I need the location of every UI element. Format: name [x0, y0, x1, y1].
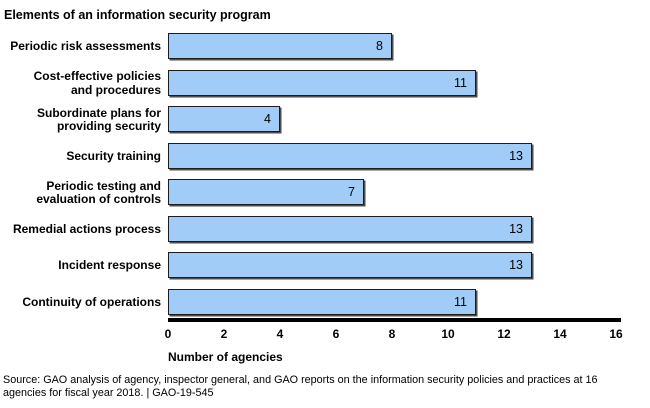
bar: 11	[168, 69, 476, 96]
chart-row: Periodic risk assessments 8	[0, 33, 650, 61]
chart-row: Continuity of operations 11	[0, 288, 650, 317]
chart-row: Security training 13	[0, 142, 650, 171]
x-tick-label: 10	[441, 327, 455, 341]
bar: 8	[168, 33, 392, 59]
chart-row: Cost-effective policies and procedures 1…	[0, 69, 650, 98]
category-label: Subordinate plans for providing security	[36, 105, 161, 133]
x-axis-title: Number of agencies	[168, 350, 283, 364]
category-label: Cost-effective policies and procedures	[33, 69, 161, 97]
chart-row: Periodic testing and evaluation of contr…	[0, 179, 650, 207]
source-note: Source: GAO analysis of agency, inspecto…	[3, 374, 598, 399]
bar-value-label: 13	[509, 221, 523, 236]
x-tick-label: 8	[388, 327, 396, 341]
x-axis-line	[168, 318, 621, 322]
x-tick-label: 14	[553, 327, 567, 341]
category-label: Continuity of operations	[22, 294, 161, 309]
x-tick-label: 6	[332, 327, 340, 341]
x-tick-label: 2	[220, 327, 228, 341]
bar-value-label: 13	[509, 258, 523, 272]
bar-value-label: 7	[348, 185, 355, 199]
chart-row: Subordinate plans for providing security…	[0, 106, 650, 134]
chart-title: Elements of an information security prog…	[4, 8, 271, 22]
x-tick-label: 0	[164, 327, 172, 341]
chart-row: Remedial actions process 13	[0, 215, 650, 244]
chart-row: Incident response 13	[0, 252, 650, 280]
bar-value-label: 11	[454, 294, 467, 309]
x-tick-label: 16	[609, 327, 623, 341]
bar: 13	[168, 142, 532, 169]
category-label: Periodic testing and evaluation of contr…	[36, 178, 161, 206]
bar: 13	[168, 252, 532, 278]
bar: 13	[168, 215, 532, 242]
bar: 4	[168, 106, 280, 132]
bar-value-label: 8	[376, 39, 383, 53]
category-label: Periodic risk assessments	[10, 39, 161, 54]
bar: 11	[168, 288, 476, 315]
bar-value-label: 11	[454, 75, 467, 90]
category-label: Security training	[66, 148, 161, 163]
bar: 7	[168, 179, 364, 205]
category-label: Incident response	[58, 258, 161, 273]
x-tick-label: 12	[497, 327, 511, 341]
bar-value-label: 13	[509, 148, 523, 163]
x-tick-label: 4	[276, 327, 284, 341]
category-label: Remedial actions process	[12, 221, 161, 236]
bar-value-label: 4	[264, 112, 271, 126]
